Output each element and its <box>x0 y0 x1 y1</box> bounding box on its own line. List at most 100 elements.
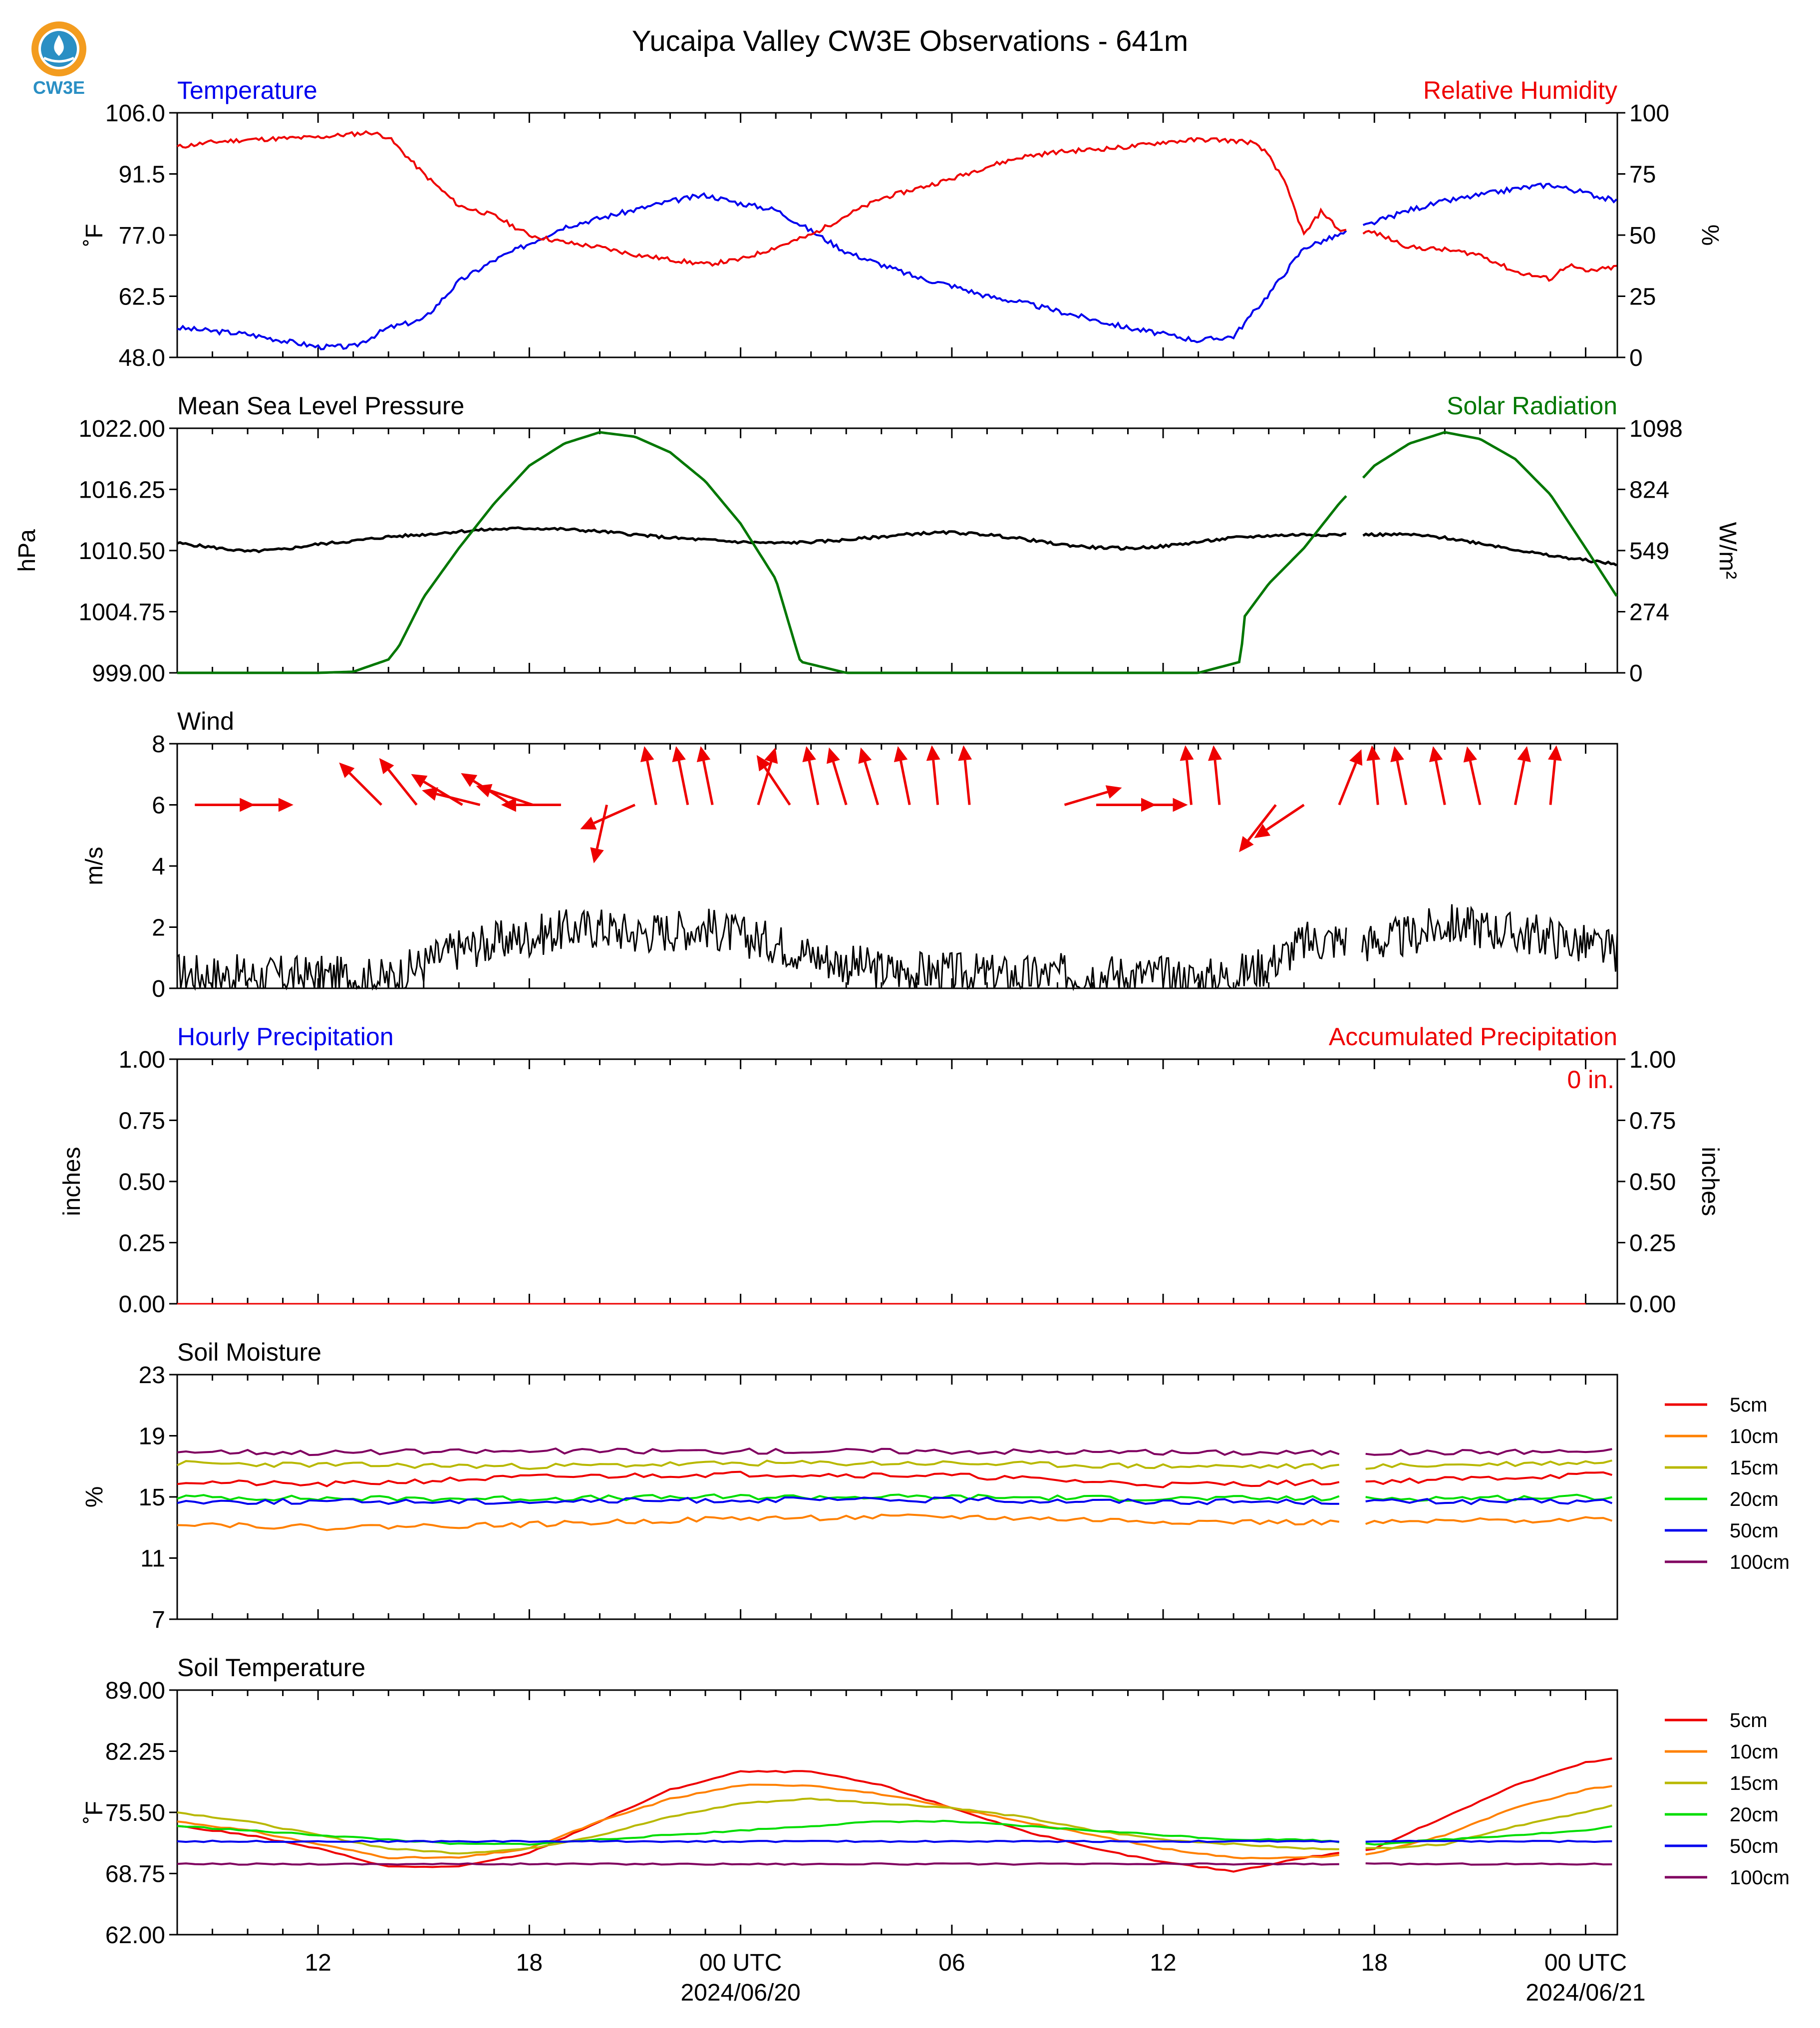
wind-arrow-head <box>1548 745 1562 761</box>
wind-arrow <box>826 747 848 806</box>
wind-arrow <box>756 755 791 806</box>
y-tick-label-left: 1022.00 <box>78 416 165 442</box>
wind-arrow-head <box>764 747 778 764</box>
wind-arrow-shaft <box>1435 760 1446 805</box>
y-tick-label-left: 4 <box>152 854 165 880</box>
panel-wind: Wind 8 6 4 2 0 m/s <box>81 707 1618 1002</box>
y-axis-label-right: inches <box>1697 1147 1723 1216</box>
soil-line-10cm <box>177 1513 1613 1531</box>
y-tick-label-right: 0.75 <box>1629 1108 1676 1135</box>
y-tick-label-left: 0.00 <box>119 1291 165 1318</box>
wind-arrow <box>858 747 880 806</box>
wind-arrow-head <box>476 784 493 798</box>
y-tick-label-right: 1098 <box>1629 416 1683 442</box>
panel-pressure_solar: Mean Sea Level Pressure Solar Radiation 10… <box>14 392 1741 687</box>
y-tick-label-left: 1016.25 <box>78 477 165 504</box>
y-tick-label-left: 6 <box>152 793 165 819</box>
temperature-line <box>177 182 1618 350</box>
wind-arrow-head <box>1180 745 1194 761</box>
y-tick-label-left: 82.25 <box>105 1739 165 1765</box>
panel-title-left: Mean Sea Level Pressure <box>177 392 464 420</box>
wind-arrow-shaft <box>1213 760 1221 805</box>
wind-arrow-shaft <box>757 761 773 806</box>
wind-arrow <box>1254 804 1305 839</box>
y-tick-label-right: 1.00 <box>1629 1047 1676 1073</box>
wind-arrow-head <box>802 746 816 762</box>
wind-arrow-head <box>422 787 438 801</box>
wind-arrow-shaft <box>436 793 481 806</box>
y-tick-label-right: 0.00 <box>1629 1291 1676 1318</box>
y-tick-label-right: 824 <box>1629 477 1669 504</box>
wind-arrow <box>1128 798 1188 812</box>
wind-arrow-shaft <box>1396 760 1408 805</box>
soil-line-100cm <box>177 1862 1612 1866</box>
wind-arrow <box>461 773 513 806</box>
panel-title-left: Hourly Precipitation <box>177 1023 394 1051</box>
wind-arrow-head <box>1517 746 1531 762</box>
y-tick-label-left: 48.0 <box>119 345 165 371</box>
y-tick-label-left: 1010.50 <box>78 538 165 565</box>
wind-arrow-shaft <box>764 767 791 806</box>
panels-group: Temperature Relative Humidity 106.0 91.5 77.… <box>14 76 1790 2006</box>
wind-arrow-shaft <box>490 789 534 806</box>
y-tick-label-left: 7 <box>152 1607 165 1633</box>
y-tick-label-right: 0 <box>1629 660 1643 687</box>
wind-arrow-shaft <box>646 760 657 805</box>
soil-line-100cm <box>177 1447 1612 1456</box>
wind-arrow-shaft <box>864 761 880 806</box>
soil-line-15cm <box>177 1459 1612 1470</box>
cw3e-logo: CW3E <box>30 19 105 104</box>
y-tick-label-left: 19 <box>139 1424 165 1450</box>
wind-arrow-shaft <box>593 804 636 825</box>
y-tick-label-left: 23 <box>139 1362 165 1389</box>
legend-label: 20cm <box>1730 1804 1779 1826</box>
panel-title-left: Wind <box>177 707 234 735</box>
wind-arrow-head <box>858 747 872 764</box>
wind-arrow-shaft <box>1265 804 1305 831</box>
wind-arrow <box>1514 746 1531 805</box>
wind-arrow-head <box>580 817 597 830</box>
wind-arrow-shaft <box>808 760 820 805</box>
y-tick-label-left: 0.75 <box>119 1108 165 1135</box>
wind-arrow <box>1064 785 1122 806</box>
wind-arrow <box>696 746 714 805</box>
wind-arrow <box>1239 804 1277 853</box>
wind-arrow <box>1338 749 1363 806</box>
legend-soil_moisture: 5cm 10cm 15cm 20cm 50cm 100cm <box>1665 1394 1790 1573</box>
wind-arrow-head <box>640 746 654 762</box>
soil-line-20cm <box>177 1493 1612 1502</box>
y-tick-label-right: 25 <box>1629 284 1656 310</box>
wind-arrow <box>757 747 778 806</box>
soil-line-5cm <box>177 1757 1612 1873</box>
y-axis-label-left: m/s <box>81 847 108 885</box>
wind-arrow-head <box>672 746 686 762</box>
panel-title-right: Relative Humidity <box>1423 76 1617 104</box>
wind-arrow-shaft <box>900 760 911 805</box>
wind-arrow-shaft <box>596 804 608 849</box>
y-tick-label-right: 0 <box>1629 345 1643 371</box>
panel-temp_rh: Temperature Relative Humidity 106.0 91.5 77.… <box>81 76 1723 371</box>
y-axis-label-left: hPa <box>14 529 40 572</box>
wind-arrow-head <box>590 847 604 864</box>
panel-frame <box>176 1689 1618 1936</box>
wind-arrow <box>926 745 940 805</box>
wind-arrow-head <box>958 745 972 761</box>
wind-arrow <box>580 804 636 830</box>
y-tick-label-left: 106.0 <box>105 100 165 127</box>
y-axis-label-left: ˚F <box>81 1801 108 1823</box>
y-tick-label-left: 0.25 <box>119 1230 165 1257</box>
y-axis-label-left: inches <box>59 1147 85 1216</box>
wind-arrow-head <box>411 774 428 788</box>
wind-arrow <box>1463 746 1482 806</box>
wind-arrow-head <box>1239 836 1254 853</box>
panel-soil_moisture: Soil Moisture 23 19 15 11 7% <box>81 1338 1618 1633</box>
y-tick-label-right: 0.50 <box>1629 1169 1676 1195</box>
legend-label: 100cm <box>1730 1867 1790 1889</box>
panel-title-left: Temperature <box>177 76 317 104</box>
soil-line-20cm <box>177 1819 1612 1846</box>
wind-arrow-shaft <box>387 769 418 806</box>
x-tick-label: 18 <box>516 1950 543 1976</box>
wind-arrow-head <box>826 747 840 764</box>
y-tick-label-left: 999.00 <box>92 660 165 687</box>
legend-label: 15cm <box>1730 1772 1779 1794</box>
